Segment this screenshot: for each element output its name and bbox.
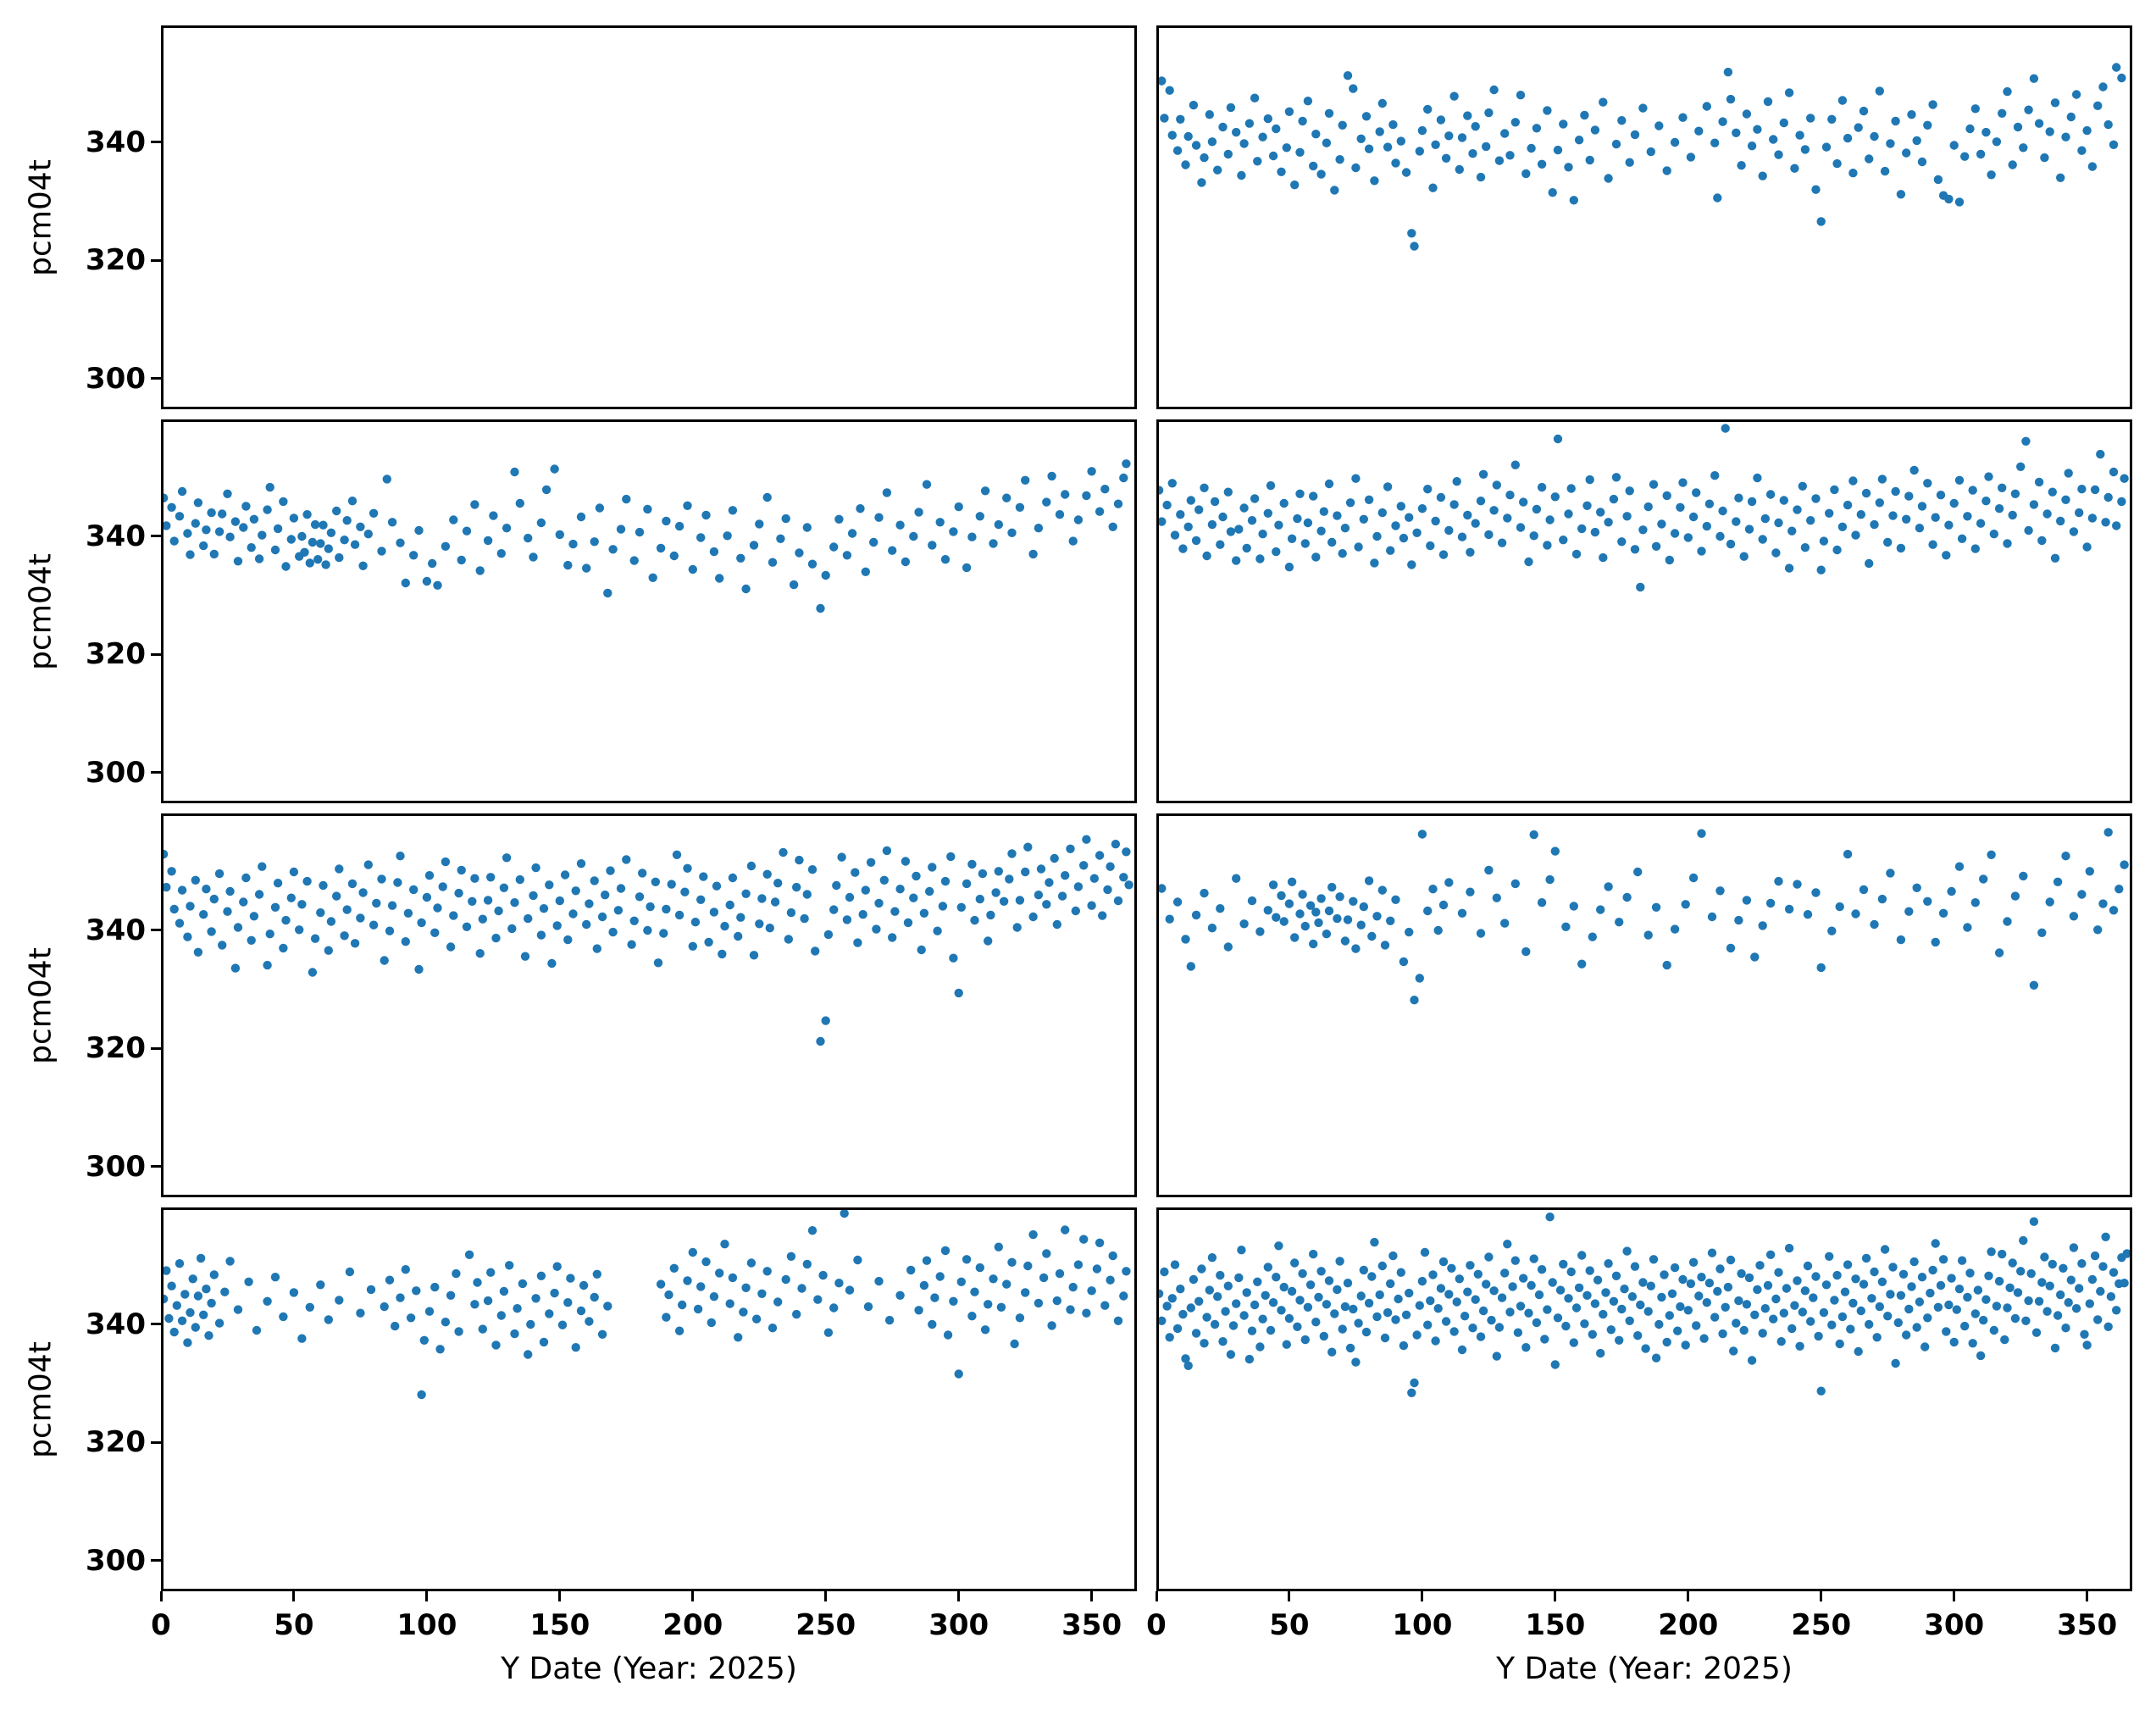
plot-area-pitch-140-160 xyxy=(161,1207,1137,1591)
y-tick-label: 340 xyxy=(86,125,146,159)
plot-area-pitch-60-80 xyxy=(161,419,1137,803)
plot-area-pitch-20-40 xyxy=(161,25,1137,409)
y-tick-mark xyxy=(151,1046,161,1050)
plot-area-pitch-80-100 xyxy=(1156,419,2132,803)
x-tick-mark xyxy=(425,1591,429,1601)
x-tick-mark xyxy=(2086,1591,2089,1601)
x-tick-mark xyxy=(691,1591,695,1601)
x-tick-mark xyxy=(1421,1591,1424,1601)
points-layer xyxy=(161,1208,1131,1400)
y-tick-mark xyxy=(151,535,161,538)
plot-area-pitch-120-140 xyxy=(1156,813,2132,1197)
x-tick-label: 0 xyxy=(151,1608,171,1642)
y-axis-label-row-4: pcm04t xyxy=(23,1340,58,1458)
y-tick-mark xyxy=(151,377,161,380)
x-tick-mark xyxy=(1288,1591,1291,1601)
x-tick-mark xyxy=(1155,1591,1158,1601)
x-axis-label-left: Y Date (Year: 2025) xyxy=(501,1651,797,1686)
axes-spines xyxy=(161,25,1137,409)
x-tick-label: 200 xyxy=(1658,1608,1719,1642)
points-layer xyxy=(161,459,1131,613)
x-tick-mark xyxy=(1820,1591,1823,1601)
axes-spines xyxy=(1156,813,2132,1197)
x-tick-mark xyxy=(1953,1591,1956,1601)
axes-spines xyxy=(1156,25,2132,409)
x-tick-label: 0 xyxy=(1146,1608,1167,1642)
y-tick-mark xyxy=(151,771,161,774)
x-tick-label: 50 xyxy=(1269,1608,1310,1642)
y-axis-label-row-1: pcm04t xyxy=(23,158,58,276)
y-tick-mark xyxy=(151,141,161,144)
y-tick-mark xyxy=(151,1165,161,1168)
y-tick-mark xyxy=(151,258,161,262)
x-tick-label: 150 xyxy=(529,1608,590,1642)
x-tick-mark xyxy=(1687,1591,1690,1601)
x-tick-mark xyxy=(957,1591,961,1601)
points-layer xyxy=(1156,424,2129,592)
x-tick-label: 50 xyxy=(274,1608,314,1642)
points-layer xyxy=(1157,828,2129,1005)
x-tick-label: 200 xyxy=(662,1608,723,1642)
points-layer xyxy=(1156,1213,2131,1397)
y-tick-mark xyxy=(151,929,161,932)
x-tick-label: 250 xyxy=(795,1608,856,1642)
y-tick-label: 320 xyxy=(86,243,146,278)
plot-area-pitch-40-60 xyxy=(1156,25,2132,409)
x-tick-mark xyxy=(824,1591,828,1601)
x-tick-mark xyxy=(292,1591,296,1601)
y-tick-label: 340 xyxy=(86,519,146,553)
y-tick-mark xyxy=(151,1440,161,1444)
y-tick-mark xyxy=(151,1323,161,1326)
axes-spines xyxy=(161,813,1137,1197)
x-tick-label: 100 xyxy=(396,1608,457,1642)
y-tick-label: 320 xyxy=(86,1425,146,1460)
y-tick-label: 300 xyxy=(86,1543,146,1578)
y-tick-label: 320 xyxy=(86,1031,146,1066)
points-layer xyxy=(1157,63,2126,251)
y-tick-label: 320 xyxy=(86,637,146,672)
axes-spines xyxy=(161,419,1137,803)
x-axis-label-right: Y Date (Year: 2025) xyxy=(1496,1651,1793,1686)
x-tick-label: 300 xyxy=(928,1608,989,1642)
x-tick-label: 350 xyxy=(2057,1608,2118,1642)
x-tick-label: 250 xyxy=(1791,1608,1852,1642)
x-tick-mark xyxy=(1090,1591,1094,1601)
y-tick-label: 300 xyxy=(86,755,146,790)
axes-spines xyxy=(1156,419,2132,803)
axes-spines xyxy=(161,1207,1137,1591)
y-axis-label-row-2: pcm04t xyxy=(23,552,58,670)
y-tick-label: 340 xyxy=(86,913,146,947)
plot-area-pitch-100-120 xyxy=(161,813,1137,1197)
y-axis-label-row-3: pcm04t xyxy=(23,946,58,1064)
axes-spines xyxy=(1156,1207,2132,1591)
x-tick-label: 150 xyxy=(1525,1608,1586,1642)
y-tick-mark xyxy=(151,652,161,656)
x-tick-label: 350 xyxy=(1061,1608,1122,1642)
y-tick-label: 340 xyxy=(86,1307,146,1341)
x-tick-mark xyxy=(1554,1591,1557,1601)
y-tick-label: 300 xyxy=(86,361,146,396)
x-tick-label: 300 xyxy=(1924,1608,1985,1642)
x-tick-mark xyxy=(558,1591,562,1601)
x-tick-label: 100 xyxy=(1392,1608,1453,1642)
y-tick-mark xyxy=(151,1559,161,1562)
y-tick-label: 300 xyxy=(86,1149,146,1184)
x-tick-mark xyxy=(159,1591,163,1601)
points-layer xyxy=(161,835,1133,1046)
plot-area-pitch-160-180 xyxy=(1156,1207,2132,1591)
